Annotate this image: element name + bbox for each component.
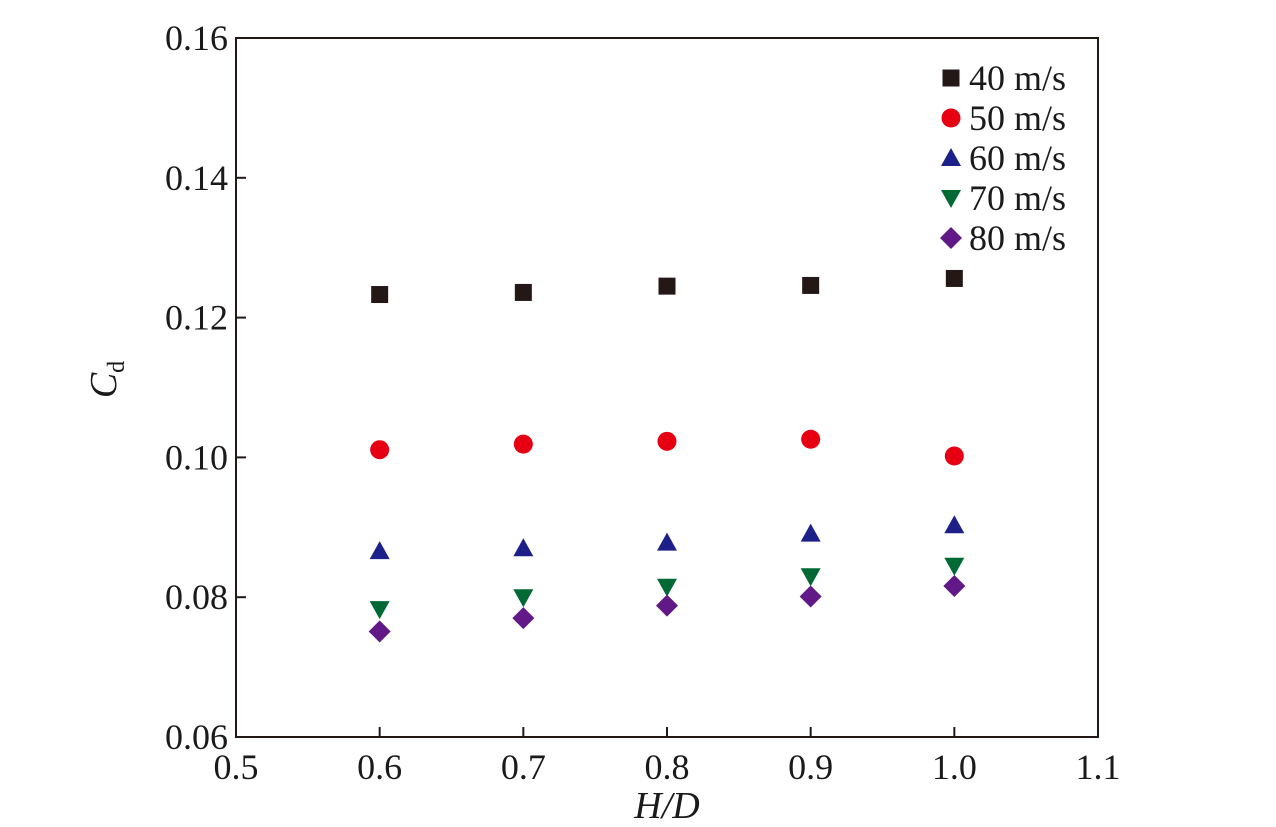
y-axis-ticks: 0.06 0.08 0.10 0.12 0.14 0.16 — [165, 18, 246, 757]
x-tick-label: 0.5 — [214, 747, 259, 787]
data-point — [370, 440, 390, 460]
x-axis-ticks: 0.5 0.6 0.7 0.8 0.9 1.0 1.1 — [214, 727, 1121, 787]
y-axis-title: Cd — [83, 361, 130, 398]
legend-label: 50 m/s — [969, 98, 1066, 138]
legend-item: 50 m/s — [941, 98, 1066, 138]
data-point — [371, 286, 389, 304]
y-tick-label: 0.16 — [165, 18, 228, 58]
series-1 — [371, 269, 963, 304]
y-axis-title-subscript: d — [104, 361, 130, 373]
data-point — [800, 523, 821, 542]
data-point — [657, 578, 677, 597]
data-point — [658, 277, 676, 295]
data-point — [513, 538, 534, 557]
legend-item: 70 m/s — [941, 178, 1066, 218]
data-markers — [368, 269, 966, 643]
data-point — [945, 269, 963, 287]
x-tick-label: 1.0 — [932, 747, 977, 787]
data-point — [369, 601, 390, 620]
y-tick-label: 0.14 — [165, 158, 228, 198]
legend-item: 80 m/s — [940, 218, 1066, 258]
x-tick-label: 0.9 — [788, 747, 833, 787]
legend-marker — [940, 227, 962, 249]
legend-marker — [941, 108, 961, 128]
data-point — [944, 515, 965, 534]
x-tick-label: 0.7 — [501, 747, 546, 787]
legend-marker — [942, 69, 960, 87]
data-point — [657, 431, 677, 451]
x-axis-title: H/D — [633, 785, 699, 827]
legend-label: 60 m/s — [969, 138, 1066, 178]
data-point — [802, 276, 820, 294]
data-point — [513, 434, 533, 454]
data-point — [656, 594, 678, 617]
series-2 — [370, 429, 964, 466]
data-point — [657, 532, 677, 551]
x-tick-label: 0.6 — [357, 747, 402, 787]
y-tick-label: 0.06 — [165, 717, 228, 757]
legend-marker — [941, 190, 961, 208]
data-point — [369, 541, 390, 560]
legend-item: 60 m/s — [941, 138, 1066, 178]
legend-label: 70 m/s — [969, 178, 1066, 218]
legend-item: 40 m/s — [942, 58, 1066, 98]
data-point — [368, 620, 391, 643]
series-5 — [368, 575, 966, 643]
legend: 40 m/s50 m/s60 m/s70 m/s80 m/s — [940, 58, 1066, 258]
data-point — [799, 585, 822, 608]
x-tick-label: 0.8 — [645, 747, 690, 787]
data-point — [944, 446, 964, 466]
y-axis-title-main: C — [83, 372, 125, 398]
data-point — [801, 429, 821, 449]
y-tick-label: 0.08 — [165, 577, 228, 617]
data-point — [944, 557, 965, 576]
data-point — [512, 607, 535, 630]
data-point — [943, 575, 966, 598]
legend-label: 40 m/s — [969, 58, 1066, 98]
x-tick-label: 1.1 — [1076, 747, 1121, 787]
legend-marker — [941, 148, 961, 166]
series-4 — [369, 557, 965, 620]
y-tick-label: 0.10 — [165, 437, 228, 477]
legend-label: 80 m/s — [969, 218, 1066, 258]
series-3 — [369, 515, 965, 560]
data-point — [800, 568, 821, 587]
data-point — [514, 283, 532, 301]
data-point — [513, 589, 534, 608]
y-tick-label: 0.12 — [165, 298, 228, 338]
